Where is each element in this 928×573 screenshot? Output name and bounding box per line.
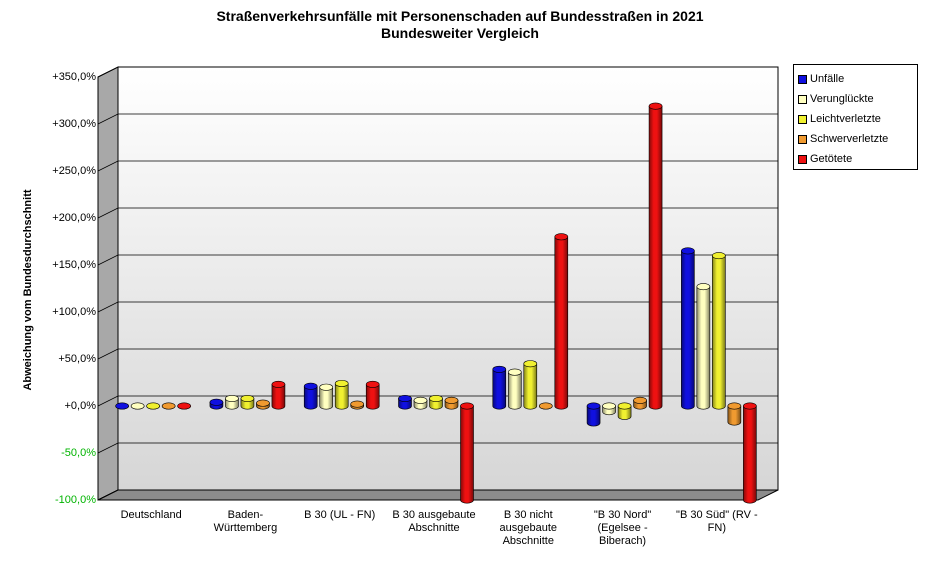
x-category-label: Deutschland: [105, 509, 197, 522]
bar: [681, 247, 695, 410]
legend-label: Schwerverletzte: [810, 133, 889, 145]
gridline: [97, 442, 778, 454]
x-category-label-line: "B 30 Nord": [593, 509, 652, 521]
bar: [712, 252, 726, 410]
x-category-label-line: Biberach): [599, 535, 647, 547]
legend-item: Leichtverletzte: [798, 109, 913, 129]
bar: [161, 402, 176, 410]
x-category-label: "B 30 Nord" (Egelsee - Biberach): [577, 509, 669, 548]
legend-swatch: [798, 114, 807, 124]
x-category-label: B 30 nicht ausgebaute Abschnitte: [482, 509, 574, 548]
bar: [538, 402, 553, 410]
y-tick-label: +300,0%: [52, 118, 96, 130]
y-tick-label: +250,0%: [52, 165, 96, 177]
bar: [413, 396, 428, 410]
bar: [130, 402, 145, 410]
legend-item: Getötete: [798, 149, 913, 169]
x-category-label: "B 30 Süd" (RV - FN): [671, 509, 763, 535]
y-tick-label: -50,0%: [61, 447, 96, 459]
bar: [271, 380, 286, 410]
bar: [146, 402, 160, 410]
gridline: [97, 113, 778, 125]
x-category-label: B 30 ausgebaute Abschnitte: [388, 509, 480, 535]
bar: [696, 283, 711, 410]
x-category-label-line: Abschnitte: [502, 535, 554, 547]
x-category-label-line: B 30 (UL - FN): [304, 509, 376, 521]
bar: [602, 402, 616, 416]
gridline: [97, 160, 778, 172]
bar: [617, 402, 632, 420]
bar: [209, 398, 224, 410]
x-category-label-line: FN): [707, 522, 726, 534]
bar: [350, 400, 365, 410]
legend: Unfälle Verunglückte Leichtverletzte Schwer…: [793, 64, 918, 170]
back-wall: [117, 66, 779, 491]
x-category-label-line: B 30 nicht: [503, 509, 553, 521]
gridline: [97, 489, 778, 501]
bar: [743, 402, 757, 504]
y-tick-label: +150,0%: [52, 259, 96, 271]
x-category-label-line: (Egelsee -: [597, 522, 648, 534]
bar: [633, 396, 647, 410]
bar: [554, 233, 569, 410]
bar: [727, 402, 742, 426]
y-tick-label: +100,0%: [52, 306, 96, 318]
legend-label: Unfälle: [810, 73, 845, 85]
chart-title: Straßenverkehrsunfälle mit Personenschad…: [120, 8, 800, 42]
bar: [523, 360, 538, 410]
x-category-label-line: B 30 ausgebaute: [392, 509, 476, 521]
legend-swatch: [798, 74, 807, 84]
legend-label: Getötete: [810, 153, 853, 165]
bar: [398, 394, 412, 410]
gridline: [97, 207, 778, 219]
bar: [225, 394, 239, 410]
legend-label: Leichtverletzte: [810, 113, 881, 125]
bar: [256, 399, 270, 410]
y-tick-label: +50,0%: [58, 353, 96, 365]
legend-swatch: [798, 154, 807, 164]
x-category-label-line: "B 30 Süd" (RV -: [676, 509, 758, 521]
bar: [334, 379, 349, 410]
bar: [444, 396, 459, 410]
bar: [115, 402, 129, 410]
bar: [365, 380, 380, 410]
x-category-label: Baden- Württemberg: [199, 509, 291, 535]
bar: [586, 402, 601, 427]
y-tick-label: +0,0%: [64, 400, 97, 412]
floor: [97, 489, 779, 501]
bar: [460, 402, 474, 504]
x-category-label-line: ausgebaute: [499, 522, 558, 534]
bar: [507, 368, 522, 410]
x-category-label-line: Abschnitte: [408, 522, 460, 534]
legend-label: Verunglückte: [810, 93, 874, 105]
y-tick-label: +350,0%: [52, 71, 96, 83]
legend-item: Verunglückte: [798, 89, 913, 109]
chart-subtitle-line: Bundesweiter Vergleich: [381, 25, 539, 41]
chart-title-line: Straßenverkehrsunfälle mit Personenschad…: [216, 8, 704, 24]
bar: [429, 394, 443, 410]
x-category-label: B 30 (UL - FN): [294, 509, 386, 522]
bar: [492, 365, 507, 410]
bar: [648, 102, 663, 410]
legend-item: Unfälle: [798, 69, 913, 89]
bar: [303, 382, 318, 410]
y-tick-label: -100,0%: [55, 494, 96, 506]
gridline: [97, 66, 778, 78]
bar: [319, 383, 334, 410]
y-tick-label: +200,0%: [52, 212, 96, 224]
bar: [240, 394, 255, 410]
x-category-label-line: Baden-: [227, 509, 264, 521]
bar: [177, 402, 191, 410]
x-category-label-line: Deutschland: [120, 509, 182, 521]
side-wall: [97, 66, 119, 501]
legend-item: Schwerverletzte: [798, 129, 913, 149]
x-category-label-line: Württemberg: [213, 522, 278, 534]
legend-swatch: [798, 134, 807, 144]
legend-swatch: [798, 94, 807, 104]
